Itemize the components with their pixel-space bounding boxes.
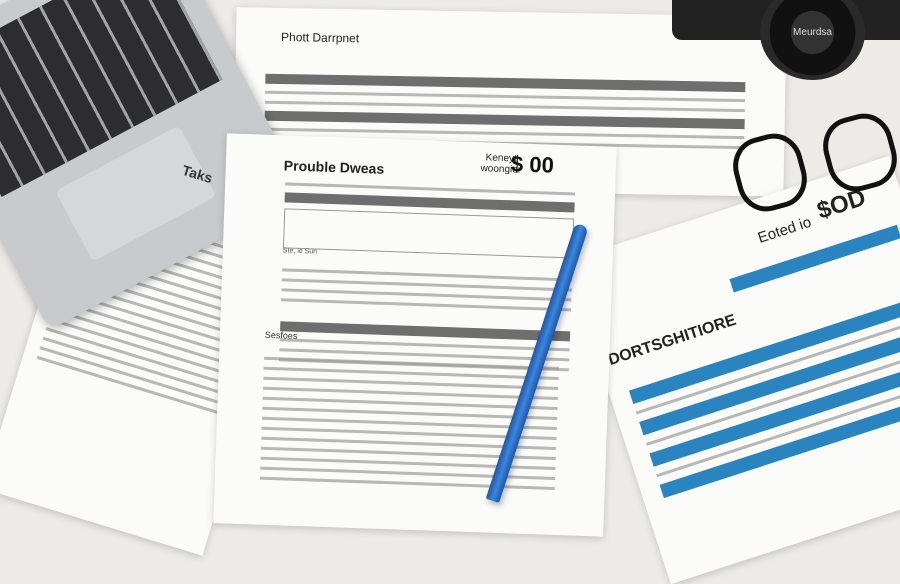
lens-text: Meurdsa bbox=[793, 27, 832, 38]
main-form-row-label: Ste, ie Sun bbox=[282, 247, 318, 256]
blue-tax-form: Eoted io $OD DORTSGHITIORE bbox=[565, 155, 900, 584]
blue-form-header-label: Eoted io bbox=[755, 213, 814, 247]
main-form-amount: $ 00 bbox=[510, 151, 555, 178]
main-form-section: Sesfoes bbox=[264, 329, 298, 341]
main-tax-form: Prouble Dweas Keneyt woongier $ 00 Ste, … bbox=[213, 133, 617, 537]
camera-lens: Meurdsa bbox=[760, 0, 865, 80]
main-form-title: Prouble Dweas bbox=[283, 157, 385, 177]
back-form-title: Phott Darrpnet bbox=[280, 29, 360, 46]
